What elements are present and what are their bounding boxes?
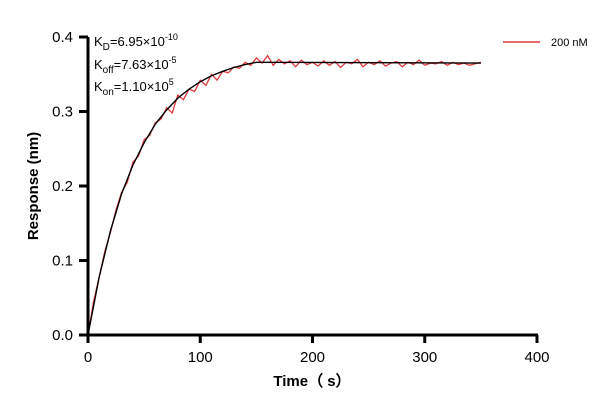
kd-annotation: KD=6.95×10-10 [94, 32, 178, 53]
y-tick-label: 0.2 [52, 178, 73, 195]
measured-response-line [87, 54, 482, 336]
x-tick-label: 400 [524, 349, 549, 366]
x-tick-label: 100 [188, 349, 213, 366]
legend-label: 200 nM [551, 37, 588, 49]
y-tick-label: 0.3 [52, 104, 73, 121]
x-tick-label: 0 [84, 349, 92, 366]
y-tick-label: 0.0 [52, 327, 73, 344]
kon-annotation: Kon=1.10×105 [94, 77, 174, 98]
koff-annotation: Koff=7.63×10-5 [94, 55, 177, 76]
y-tick-label: 0.1 [52, 253, 73, 270]
x-tick-label: 300 [412, 349, 437, 366]
kinetic-constants: KD=6.95×10-10 Koff=7.63×10-5 Kon=1.10×10… [94, 32, 178, 98]
y-axis-label: Response (nm) [25, 132, 42, 240]
y-tick-label: 0.4 [52, 29, 73, 46]
legend: 200 nM [503, 37, 588, 49]
x-tick-label: 200 [300, 349, 325, 366]
x-axis-label: Time（ s） [273, 372, 350, 390]
fitted-curve-line [87, 61, 481, 336]
